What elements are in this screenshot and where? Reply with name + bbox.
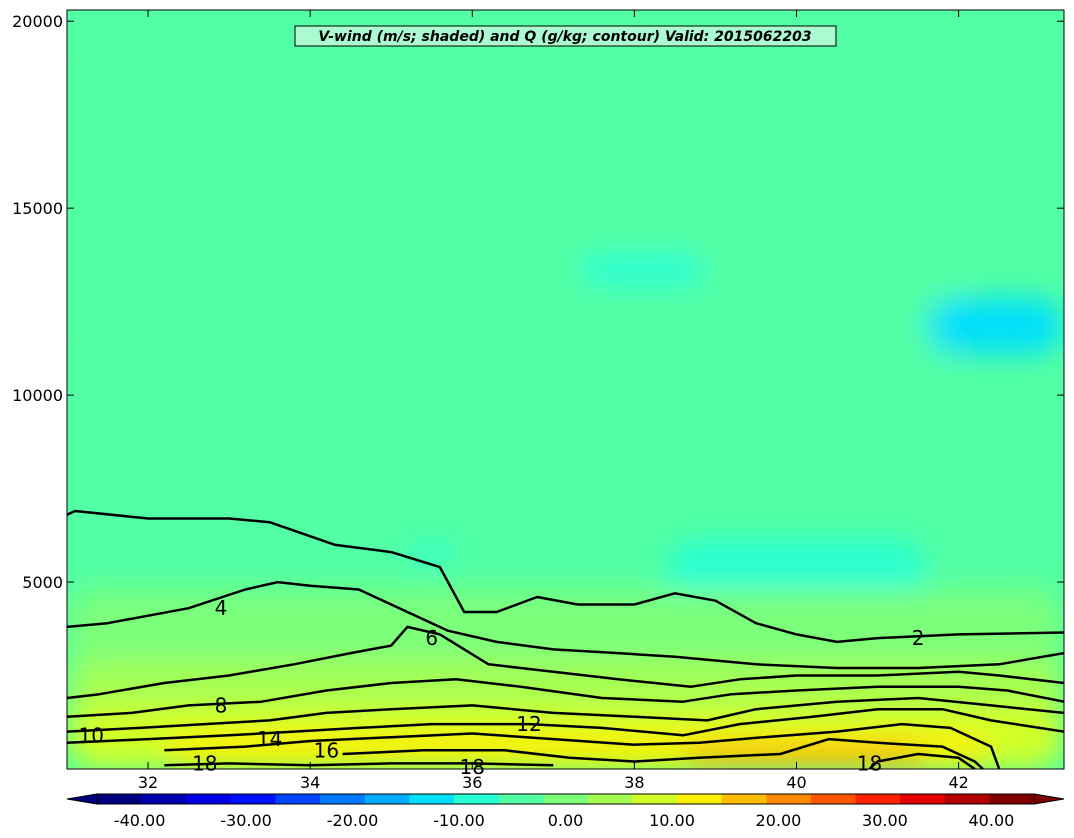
colorbar-segment	[989, 794, 1035, 804]
colorbar-tick-label: 10.00	[649, 811, 695, 830]
chart-title-box: V-wind (m/s; shaded) and Q (g/kg; contou…	[294, 25, 837, 47]
x-tick-label: 32	[138, 773, 158, 792]
x-axis: 32 34 36 38 40 42	[138, 10, 969, 792]
contour-label: 8	[215, 693, 228, 717]
contour-label: 18	[857, 751, 882, 775]
contour-line-q-6	[67, 625, 1064, 700]
colorbar-segment	[900, 794, 946, 804]
shaded-region	[407, 544, 457, 564]
colorbar-tick-label: 40.00	[969, 811, 1015, 830]
contour-line-q-14	[164, 722, 1001, 769]
colorbar-segment	[944, 794, 990, 804]
x-tick-label: 42	[948, 773, 968, 792]
x-tick-label: 40	[786, 773, 806, 792]
colorbar-tick-label: 30.00	[862, 811, 908, 830]
colorbar-segment	[364, 794, 410, 804]
plot-frame	[66, 9, 1065, 770]
colorbar-segment	[320, 794, 366, 804]
contour-label: 18	[192, 751, 217, 775]
colorbar-segment	[275, 794, 321, 804]
colorbar-segment	[453, 794, 500, 804]
colorbar-segment	[766, 794, 812, 804]
contour-label: 12	[516, 712, 541, 736]
contour-label: 6	[425, 626, 438, 650]
x-tick-label: 34	[300, 773, 320, 792]
y-tick-label: 20000	[12, 12, 63, 31]
contour-line-q-18	[164, 762, 554, 767]
colorbar-tick-label: -20.00	[327, 811, 379, 830]
y-tick-label: 5000	[22, 573, 63, 592]
colorbar-extend-min	[66, 793, 98, 805]
contour-line-q-8	[67, 678, 1064, 718]
contour-label: 2	[912, 626, 925, 650]
colorbar-tick-label: -30.00	[220, 811, 272, 830]
colorbar-segment	[498, 794, 544, 804]
colorbar-segment	[721, 794, 767, 804]
contour-line-q-12	[67, 707, 1064, 745]
y-tick-label: 10000	[12, 386, 63, 405]
contour-label: 14	[257, 727, 282, 751]
shaded-region	[67, 21, 959, 377]
colorbar-segment	[855, 794, 901, 804]
contour-label: 4	[215, 596, 228, 620]
shaded-region	[926, 297, 1064, 354]
colorbar: -40.00 -30.00 -20.00 -10.00 0.00 10.00 20.00 30…	[66, 793, 1065, 830]
colorbar-segment	[632, 794, 678, 804]
colorbar-tick-label: -10.00	[433, 811, 485, 830]
chart-title: V-wind (m/s; shaded) and Q (g/kg; contou…	[318, 29, 811, 45]
colorbar-segment	[97, 794, 143, 804]
colorbar-extend-max	[1033, 793, 1065, 805]
colorbar-tick-label: 0.00	[548, 811, 584, 830]
shaded-region	[683, 742, 927, 769]
x-tick-label: 38	[624, 773, 644, 792]
colorbar-segment	[543, 794, 589, 804]
colorbar-segment	[186, 794, 232, 804]
colorbar-segment	[677, 794, 723, 804]
contour-line-q-16	[342, 737, 984, 769]
contour-label: 16	[314, 738, 339, 762]
colorbar-segment	[587, 794, 633, 804]
colorbar-segment	[230, 794, 276, 804]
contour-lines	[67, 509, 1064, 769]
colorbar-tick-label: 20.00	[756, 811, 802, 830]
colorbar-segment	[810, 794, 857, 804]
contour-line-q-4	[67, 580, 1064, 670]
y-axis: 5000 10000 15000 20000	[12, 12, 1064, 592]
y-tick-label: 15000	[12, 199, 63, 218]
contour-label: 10	[79, 723, 104, 747]
shaded-region	[577, 253, 708, 287]
contour-line-q-2	[67, 509, 1064, 644]
colorbar-segment	[409, 794, 455, 804]
colorbar-frame	[96, 793, 1035, 805]
shaded-field	[67, 21, 1064, 769]
colorbar-segment	[141, 794, 187, 804]
contour-line-q-10	[67, 696, 1064, 733]
x-tick-label: 36	[462, 773, 482, 792]
colorbar-tick-label: -40.00	[114, 811, 166, 830]
title-background	[294, 25, 837, 47]
contour-line-q-18	[868, 752, 976, 769]
